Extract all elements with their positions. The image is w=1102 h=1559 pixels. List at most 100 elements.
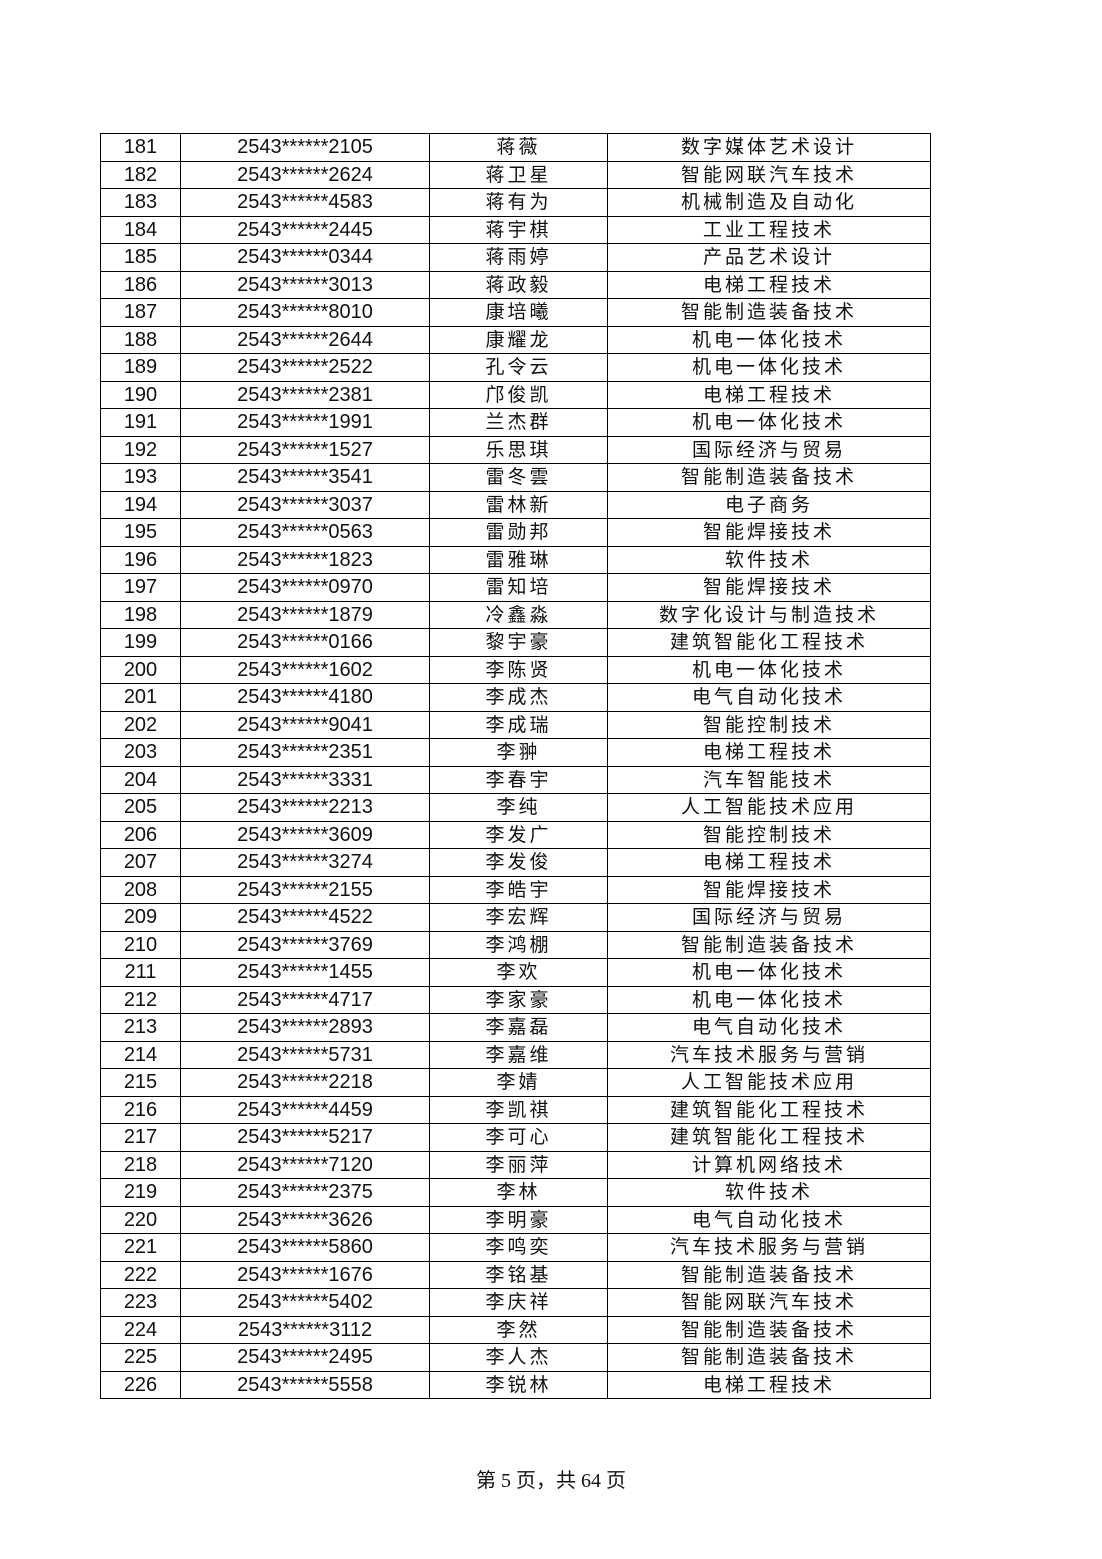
table-row: 202 2543******9041 李成瑞 智能控制技术 [100, 710, 931, 739]
student-name-cell: 李人杰 [429, 1343, 608, 1372]
row-number-cell: 215 [100, 1068, 181, 1097]
row-number-cell: 207 [100, 848, 181, 877]
student-id-cell: 2543******2495 [180, 1343, 430, 1372]
row-number-cell: 209 [100, 903, 181, 932]
table-row: 211 2543******1455 李欢 机电一体化技术 [100, 958, 931, 987]
row-number-cell: 189 [100, 353, 181, 382]
major-cell: 工业工程技术 [607, 215, 931, 244]
student-name-cell: 李铭基 [429, 1260, 608, 1289]
major-cell: 智能制造装备技术 [607, 463, 931, 492]
table-row: 203 2543******2351 李翀 电梯工程技术 [100, 738, 931, 767]
student-id-cell: 2543******8010 [180, 298, 430, 327]
student-id-cell: 2543******2893 [180, 1013, 430, 1042]
row-number-cell: 200 [100, 655, 181, 684]
row-number-cell: 217 [100, 1123, 181, 1152]
row-number-cell: 222 [100, 1260, 181, 1289]
major-cell: 机电一体化技术 [607, 408, 931, 437]
table-row: 200 2543******1602 李陈贤 机电一体化技术 [100, 655, 931, 684]
major-cell: 电梯工程技术 [607, 380, 931, 409]
student-name-cell: 李发俊 [429, 848, 608, 877]
student-id-cell: 2543******0344 [180, 243, 430, 272]
student-id-cell: 2543******2105 [180, 133, 430, 162]
major-cell: 产品艺术设计 [607, 243, 931, 272]
student-name-cell: 雷勋邦 [429, 518, 608, 547]
major-cell: 机电一体化技术 [607, 655, 931, 684]
table-row: 194 2543******3037 雷林新 电子商务 [100, 490, 931, 519]
row-number-cell: 184 [100, 215, 181, 244]
major-cell: 汽车智能技术 [607, 765, 931, 794]
student-id-cell: 2543******1879 [180, 600, 430, 629]
student-id-cell: 2543******1823 [180, 545, 430, 574]
row-number-cell: 182 [100, 160, 181, 189]
student-name-cell: 蒋薇 [429, 133, 608, 162]
student-id-cell: 2543******4180 [180, 683, 430, 712]
row-number-cell: 210 [100, 930, 181, 959]
student-name-cell: 李锐林 [429, 1370, 608, 1399]
row-number-cell: 211 [100, 958, 181, 987]
student-id-cell: 2543******1455 [180, 958, 430, 987]
student-id-cell: 2543******7120 [180, 1150, 430, 1179]
row-number-cell: 197 [100, 573, 181, 602]
major-cell: 建筑智能化工程技术 [607, 1123, 931, 1152]
table-row: 192 2543******1527 乐思琪 国际经济与贸易 [100, 435, 931, 464]
table-row: 213 2543******2893 李嘉磊 电气自动化技术 [100, 1013, 931, 1042]
table-row: 223 2543******5402 李庆祥 智能网联汽车技术 [100, 1288, 931, 1317]
student-id-cell: 2543******3541 [180, 463, 430, 492]
table-row: 197 2543******0970 雷知培 智能焊接技术 [100, 573, 931, 602]
major-cell: 计算机网络技术 [607, 1150, 931, 1179]
major-cell: 机电一体化技术 [607, 353, 931, 382]
table-row: 199 2543******0166 黎宇豪 建筑智能化工程技术 [100, 628, 931, 657]
row-number-cell: 193 [100, 463, 181, 492]
table-row: 220 2543******3626 李明豪 电气自动化技术 [100, 1205, 931, 1234]
table-row: 193 2543******3541 雷冬雲 智能制造装备技术 [100, 463, 931, 492]
row-number-cell: 190 [100, 380, 181, 409]
row-number-cell: 224 [100, 1315, 181, 1344]
major-cell: 国际经济与贸易 [607, 903, 931, 932]
student-id-cell: 2543******5217 [180, 1123, 430, 1152]
student-name-cell: 邝俊凯 [429, 380, 608, 409]
student-name-cell: 李成瑞 [429, 710, 608, 739]
student-id-cell: 2543******1527 [180, 435, 430, 464]
major-cell: 建筑智能化工程技术 [607, 628, 931, 657]
table-body: 181 2543******2105 蒋薇 数字媒体艺术设计 182 2543******… [100, 133, 931, 1399]
row-number-cell: 201 [100, 683, 181, 712]
row-number-cell: 226 [100, 1370, 181, 1399]
student-list-table: 181 2543******2105 蒋薇 数字媒体艺术设计 182 2543******… [100, 133, 931, 1399]
row-number-cell: 199 [100, 628, 181, 657]
student-name-cell: 雷冬雲 [429, 463, 608, 492]
row-number-cell: 185 [100, 243, 181, 272]
table-row: 215 2543******2218 李婧 人工智能技术应用 [100, 1068, 931, 1097]
student-name-cell: 李鸣奕 [429, 1233, 608, 1262]
page-footer: 第 5 页，共 64 页 [476, 1470, 626, 1492]
student-name-cell: 李发广 [429, 820, 608, 849]
student-name-cell: 李可心 [429, 1123, 608, 1152]
major-cell: 数字化设计与制造技术 [607, 600, 931, 629]
student-name-cell: 蒋政毅 [429, 270, 608, 299]
student-id-cell: 2543******2445 [180, 215, 430, 244]
table-row: 204 2543******3331 李春宇 汽车智能技术 [100, 765, 931, 794]
table-row: 188 2543******2644 康耀龙 机电一体化技术 [100, 325, 931, 354]
student-id-cell: 2543******4459 [180, 1095, 430, 1124]
table-row: 185 2543******0344 蒋雨婷 产品艺术设计 [100, 243, 931, 272]
student-name-cell: 李欢 [429, 958, 608, 987]
major-cell: 机械制造及自动化 [607, 188, 931, 217]
student-name-cell: 冷鑫淼 [429, 600, 608, 629]
student-name-cell: 李然 [429, 1315, 608, 1344]
student-name-cell: 蒋雨婷 [429, 243, 608, 272]
table-row: 212 2543******4717 李家豪 机电一体化技术 [100, 985, 931, 1014]
student-id-cell: 2543******2381 [180, 380, 430, 409]
table-row: 186 2543******3013 蒋政毅 电梯工程技术 [100, 270, 931, 299]
table-row: 222 2543******1676 李铭基 智能制造装备技术 [100, 1260, 931, 1289]
major-cell: 人工智能技术应用 [607, 1068, 931, 1097]
row-number-cell: 221 [100, 1233, 181, 1262]
row-number-cell: 216 [100, 1095, 181, 1124]
student-name-cell: 李凯祺 [429, 1095, 608, 1124]
student-id-cell: 2543******3274 [180, 848, 430, 877]
row-number-cell: 219 [100, 1178, 181, 1207]
table-row: 184 2543******2445 蒋宇棋 工业工程技术 [100, 215, 931, 244]
student-name-cell: 雷林新 [429, 490, 608, 519]
table-row: 224 2543******3112 李然 智能制造装备技术 [100, 1315, 931, 1344]
student-name-cell: 李嘉磊 [429, 1013, 608, 1042]
major-cell: 机电一体化技术 [607, 325, 931, 354]
table-row: 187 2543******8010 康培曦 智能制造装备技术 [100, 298, 931, 327]
